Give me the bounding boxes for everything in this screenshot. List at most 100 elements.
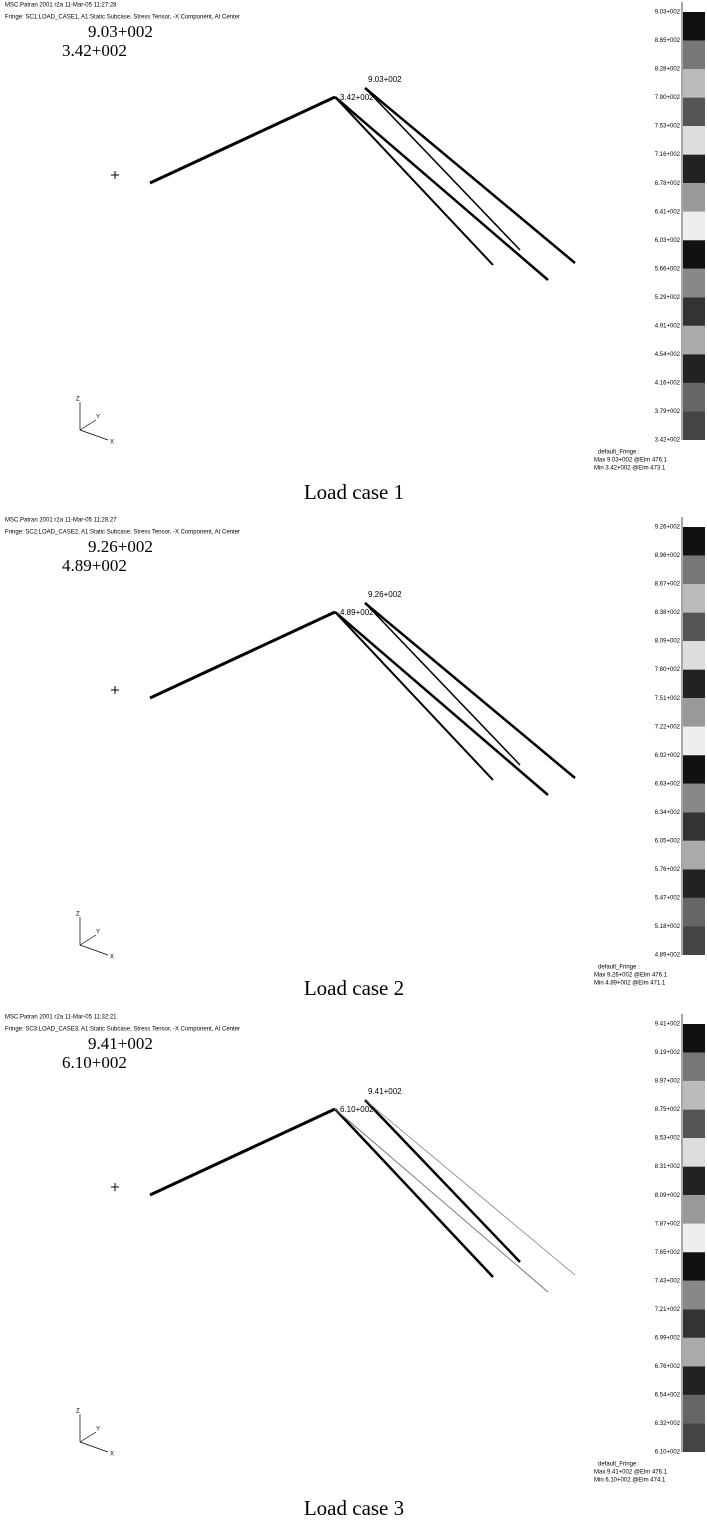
origin-marker [111,171,119,179]
legend-band [683,698,705,727]
min-label: 3.42+002 [62,41,127,60]
legend-band [683,383,705,412]
legend-label: 6.03+002 [655,238,681,244]
legend-band [683,12,705,41]
legend-label: 3.79+002 [655,409,681,415]
legend-band [683,1081,705,1110]
legend-label: 9.19+002 [655,1050,681,1056]
legend-label: 6.32+002 [655,1421,681,1427]
panel: MSC.Patran 2001 r2a 11-Mar-05 11:32:21Fr… [5,1014,705,1484]
legend-band [683,1252,705,1281]
axis-label: Y [96,930,100,936]
legend-band [683,1338,705,1367]
axis-label: X [110,955,114,961]
axis-triad [80,1414,108,1452]
legend-label: 7.21+002 [655,1307,681,1313]
legend-band [683,1281,705,1310]
axis-triad [80,402,108,440]
beam [150,97,335,183]
legend-label: 9.03+002 [655,10,681,16]
legend-band [683,212,705,241]
legend-label: 8.96+002 [655,553,681,559]
legend-band [683,1309,705,1338]
legend-label: 6.34+002 [655,810,681,816]
legend-band [683,556,705,585]
legend-band [683,98,705,127]
legend-max: Max 9.03+002 @Elm 476.1 [594,458,668,464]
legend-band [683,269,705,298]
legend-band [683,126,705,155]
legend-band [683,755,705,784]
legend-band [683,1395,705,1424]
legend-band [683,613,705,642]
legend-max: Max 9.41+002 @Elm 476.1 [594,1470,668,1476]
legend-label: 3.42+002 [655,438,681,444]
legend-band [683,727,705,756]
legend-band [683,869,705,898]
member [365,603,575,778]
header-line: MSC.Patran 2001 r2a 11-Mar-05 11:28:27 [5,518,117,524]
header-line: Fringe: SC2:LOAD_CASE2, A1:Static Subcas… [5,530,240,536]
legend-band [683,1195,705,1224]
axis-triad [80,917,108,955]
node-min-label: 3.42+002 [340,93,374,102]
legend-label: 8.53+002 [655,1136,681,1142]
legend-label: 6.41+002 [655,209,681,215]
legend-label: 7.43+002 [655,1278,681,1284]
member [335,612,493,780]
legend-label: 4.54+002 [655,352,681,358]
legend-band [683,784,705,813]
header-line: MSC.Patran 2001 r2a 11-Mar-05 11:27:28 [5,3,117,9]
node-min-label: 4.89+002 [340,608,374,617]
legend-label: 4.91+002 [655,323,681,329]
legend-label: 7.80+002 [655,667,681,673]
legend-label: 5.18+002 [655,924,681,930]
legend-band [683,812,705,841]
legend-band [683,641,705,670]
min-label: 6.10+002 [62,1053,127,1072]
legend-label: 6.76+002 [655,1364,681,1370]
legend-label: 8.28+002 [655,67,681,73]
legend-band [683,1138,705,1167]
member [335,97,548,280]
member [365,603,520,765]
legend-label: 6.92+002 [655,753,681,759]
legend-label: 8.09+002 [655,1193,681,1199]
axis-label: Y [96,1427,100,1433]
legend-band [683,183,705,212]
legend-label: 9.26+002 [655,525,681,531]
legend-label: 7.22+002 [655,724,681,730]
legend-band [683,1224,705,1253]
legend-band [683,240,705,269]
legend-label: 7.87+002 [655,1221,681,1227]
legend-label: 6.63+002 [655,781,681,787]
legend-band [683,41,705,70]
panel: MSC.Patran 2001 r2a 11-Mar-05 11:28:27 Fr… [5,517,705,987]
member [365,1100,575,1275]
caption: Load case 3 [304,1496,404,1520]
legend-label: 8.75+002 [655,1107,681,1113]
legend-title: default_Fringe : [598,965,640,971]
legend-band [683,1053,705,1082]
min-label: 4.89+002 [62,556,127,575]
legend-band [683,841,705,870]
legend-label: 7.53+002 [655,124,681,130]
legend-label: 8.67+002 [655,582,681,588]
legend-band [683,1366,705,1395]
legend-label: 9.41+002 [655,1022,681,1028]
legend-band [683,926,705,955]
legend-band [683,898,705,927]
header-line: Fringe: SC3:LOAD_CASE3, A1:Static Subcas… [5,1027,240,1033]
origin-marker [111,686,119,694]
beam [150,1109,335,1195]
caption: Load case 2 [304,976,404,1000]
legend-band [683,411,705,440]
legend-min: Min 4.89+002 @Elm 471.1 [594,981,666,987]
legend-label: 5.29+002 [655,295,681,301]
node-max-label: 9.03+002 [368,75,402,84]
panel: MSC.Patran 2001 r2a 11-Mar-05 11:27:28Fr… [5,2,705,472]
caption: Load case 1 [304,480,404,504]
legend-label: 8.31+002 [655,1164,681,1170]
member [335,1109,493,1277]
legend-label: 8.65+002 [655,38,681,44]
